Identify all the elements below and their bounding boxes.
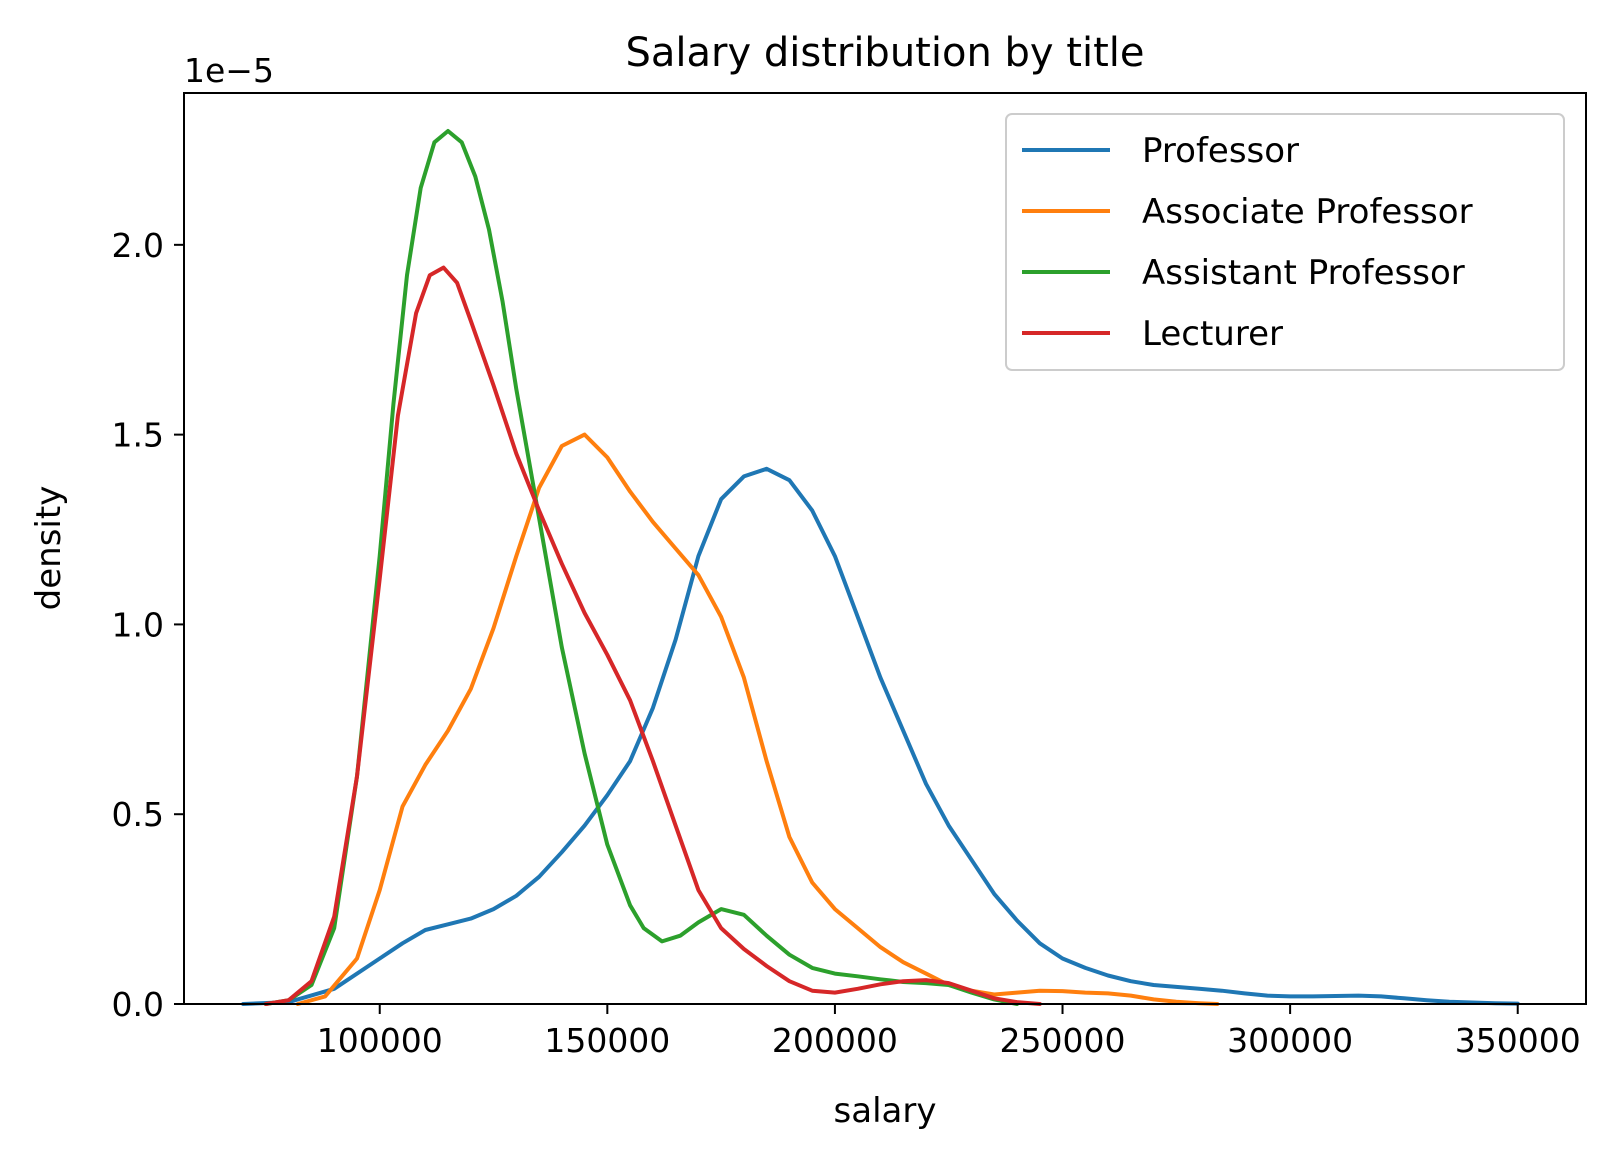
legend: Professor Associate Professor Assistant Pr… (1005, 113, 1565, 371)
chart-title: Salary distribution by title (625, 30, 1144, 76)
y-axis-label: density (29, 486, 69, 611)
plot-area (183, 92, 1587, 1006)
series-lines (241, 129, 1520, 1006)
series-line-0 (241, 466, 1520, 1006)
legend-label-0: Professor (1142, 131, 1299, 171)
x-tick-label-3: 250000 (1000, 1021, 1126, 1060)
legend-label-1: Associate Professor (1142, 192, 1473, 232)
x-tick-label-2: 200000 (772, 1021, 898, 1060)
y-tick-label-3: 1.5 (112, 416, 164, 455)
series-line-1 (295, 432, 1220, 1006)
x-tick-label-1: 150000 (544, 1021, 670, 1060)
y-offset-text: 1e−5 (184, 51, 274, 90)
x-axis: 100000 150000 200000 250000 300000 350000 (317, 1004, 1581, 1060)
axes-frame (183, 92, 1587, 1005)
y-tick-label-4: 2.0 (112, 226, 164, 265)
legend-box (1005, 113, 1565, 371)
x-axis-label: salary (834, 1091, 937, 1131)
y-tick-label-1: 0.5 (112, 795, 164, 834)
x-tick-label-5: 350000 (1455, 1021, 1581, 1060)
x-tick-label-0: 100000 (317, 1021, 443, 1060)
x-tick-label-4: 300000 (1227, 1021, 1353, 1060)
series-line-3 (263, 265, 1042, 1006)
series-line-2 (263, 129, 1019, 1006)
legend-label-2: Assistant Professor (1142, 253, 1465, 293)
legend-label-3: Lecturer (1142, 314, 1283, 354)
y-tick-label-2: 1.0 (112, 605, 164, 644)
y-axis: 0.0 0.5 1.0 1.5 2.0 (112, 226, 184, 1024)
y-tick-label-0: 0.0 (112, 985, 164, 1024)
